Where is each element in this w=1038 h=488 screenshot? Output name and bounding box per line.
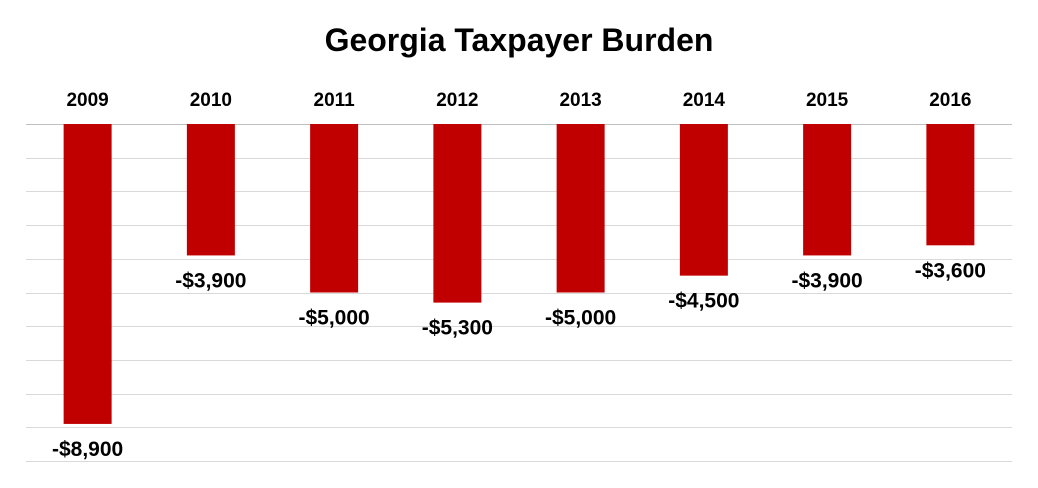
value-label-2009: -$8,900 bbox=[52, 438, 123, 461]
category-label-2014: 2014 bbox=[683, 90, 726, 111]
bar-2013 bbox=[556, 124, 605, 293]
bar-2010 bbox=[186, 124, 235, 256]
bar-2011 bbox=[310, 124, 359, 293]
value-label-2011: -$5,000 bbox=[299, 307, 370, 330]
category-label-2013: 2013 bbox=[559, 90, 601, 111]
bar-2012 bbox=[433, 124, 482, 303]
bar-2016 bbox=[926, 124, 975, 246]
value-label-2014: -$4,500 bbox=[668, 290, 739, 313]
category-label-2016: 2016 bbox=[929, 90, 971, 111]
category-label-2009: 2009 bbox=[66, 90, 108, 111]
value-label-2016: -$3,600 bbox=[915, 259, 986, 282]
category-label-2015: 2015 bbox=[806, 90, 849, 111]
bar-2014 bbox=[679, 124, 728, 276]
bar-2015 bbox=[803, 124, 852, 256]
gridlines bbox=[26, 124, 1012, 462]
category-labels: 2009 2010 2011 2012 2013 2014 2015 2016 bbox=[66, 90, 971, 111]
category-label-2012: 2012 bbox=[436, 90, 478, 111]
bar-2009 bbox=[63, 124, 112, 424]
category-label-2010: 2010 bbox=[190, 90, 232, 111]
chart-title: Georgia Taxpayer Burden bbox=[324, 22, 714, 58]
value-labels: -$8,900 -$3,900 -$5,000 -$5,300 -$5,000 -$4,5… bbox=[52, 259, 986, 461]
bars bbox=[63, 124, 975, 424]
value-label-2010: -$3,900 bbox=[175, 269, 246, 292]
value-label-2012: -$5,300 bbox=[422, 317, 493, 340]
value-label-2013: -$5,000 bbox=[545, 307, 616, 330]
category-label-2011: 2011 bbox=[314, 90, 356, 111]
value-label-2015: -$3,900 bbox=[792, 269, 863, 292]
